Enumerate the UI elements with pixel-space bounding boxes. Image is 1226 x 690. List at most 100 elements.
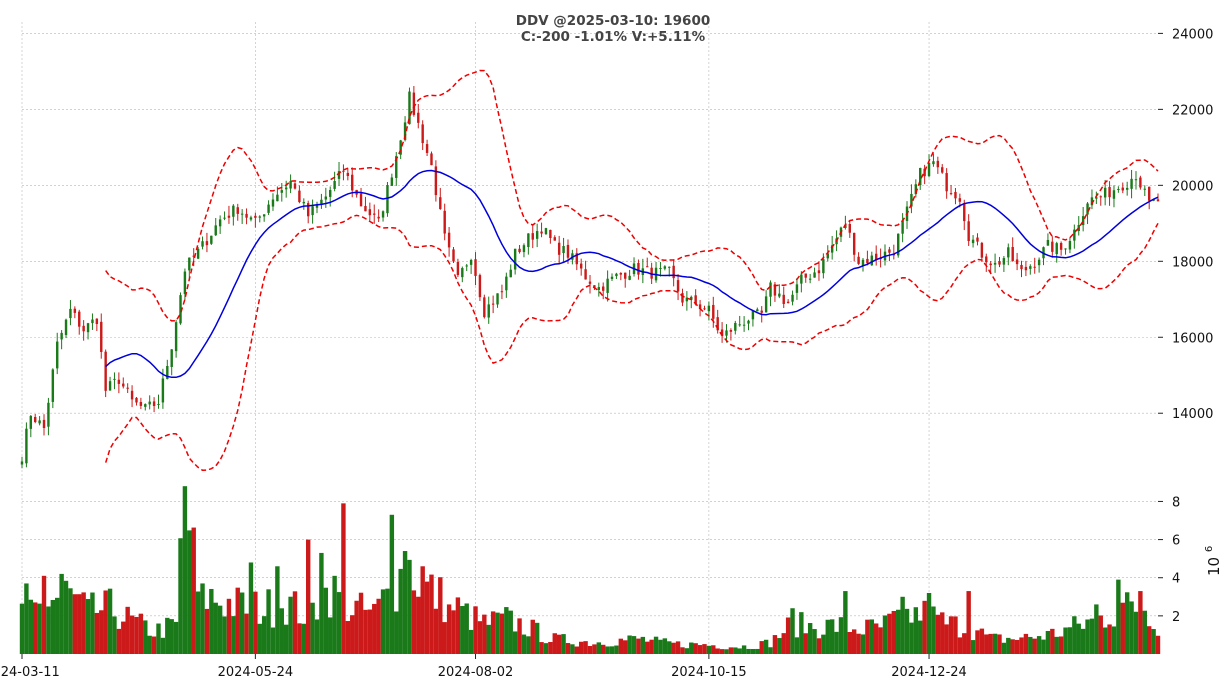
candle-body — [108, 381, 112, 391]
volume-bar — [1045, 630, 1051, 654]
volume-bar — [887, 613, 892, 654]
candle-body — [795, 284, 799, 293]
candle-body — [144, 404, 147, 407]
candle-body — [897, 233, 900, 256]
volume-bar — [715, 648, 720, 654]
volume-bar — [658, 639, 663, 654]
candle-body — [1095, 197, 1098, 199]
volume-bar — [341, 503, 346, 654]
volume-bar — [918, 620, 923, 654]
volume-bar — [213, 602, 218, 654]
volume-bar — [922, 600, 927, 654]
candle-body — [945, 173, 948, 192]
volume-bar — [807, 623, 813, 654]
volume-bar — [746, 648, 751, 654]
volume-bar — [226, 598, 232, 654]
candle-body — [1029, 266, 1032, 269]
volume-bar — [1063, 627, 1068, 654]
candle-body — [452, 249, 455, 262]
candle-body — [1033, 266, 1036, 268]
volume-bar — [429, 574, 434, 654]
volume-bar — [411, 590, 417, 654]
volume-bar — [138, 613, 144, 654]
candle-body — [166, 366, 169, 379]
candle-body — [923, 168, 926, 177]
candle-body — [500, 291, 504, 293]
volume-bar — [667, 641, 672, 654]
volume-bar — [618, 638, 624, 654]
candle-body — [725, 330, 728, 336]
volume-bar — [200, 583, 205, 654]
candle-body — [720, 329, 724, 336]
volume-bar — [288, 596, 293, 654]
volume-bar — [1129, 601, 1134, 654]
candle-body — [73, 308, 77, 313]
volume-bar — [1133, 611, 1139, 654]
candle-body — [527, 233, 530, 248]
candle-body — [593, 285, 596, 288]
candle-body — [619, 272, 623, 275]
volume-tick-label: 4 — [1172, 572, 1180, 587]
candle-body — [469, 260, 473, 265]
volume-bar — [512, 631, 518, 654]
candle-body — [483, 297, 486, 318]
volume-bar — [121, 621, 126, 654]
volume-bar — [239, 592, 245, 654]
candle-body — [800, 274, 803, 284]
candle-body — [562, 245, 565, 254]
volume-bar — [627, 635, 632, 654]
volume-bar — [790, 608, 795, 654]
volume-bar — [1014, 639, 1020, 654]
candle-body — [852, 232, 856, 255]
volume-bar — [332, 575, 337, 654]
candle-body — [1134, 179, 1138, 181]
volume-bar — [275, 566, 280, 654]
volume-bar — [812, 629, 817, 654]
date-tick-label: 2024-10-15 — [671, 665, 747, 680]
volume-bar — [825, 619, 830, 654]
volume-bar — [578, 641, 584, 654]
volume-bar — [896, 609, 901, 654]
volume-bar — [107, 588, 113, 654]
volume-bar — [741, 645, 747, 654]
candle-body — [311, 206, 314, 216]
volume-bar — [438, 577, 443, 654]
candle-body — [227, 215, 231, 218]
candle-body — [509, 269, 512, 278]
candle-body — [505, 276, 508, 291]
volume-bar — [160, 637, 166, 654]
volume-bar — [310, 602, 315, 654]
volume-bar — [953, 616, 958, 654]
volume-bar — [169, 619, 174, 654]
candle-body — [245, 213, 248, 218]
volume-bar — [623, 640, 628, 654]
volume-bar — [609, 646, 615, 654]
volume-bar — [235, 587, 240, 654]
volume-bar — [134, 616, 139, 654]
candle-body — [373, 213, 376, 215]
candle-body — [857, 256, 860, 264]
volume-bar — [614, 645, 619, 654]
volume-bar — [534, 622, 540, 654]
volume-exponent-label: 10 6 — [1204, 546, 1223, 576]
candle-body — [998, 261, 1001, 265]
volume-bar — [1094, 604, 1099, 654]
candle-body — [302, 201, 306, 204]
volume-bar — [653, 636, 659, 654]
candle-body — [861, 259, 865, 266]
candle-body — [214, 225, 217, 236]
volume-bar — [433, 608, 439, 654]
volume-bar — [548, 642, 553, 654]
candle-body — [491, 303, 495, 305]
candle-body — [1073, 229, 1076, 241]
volume-bar — [565, 643, 571, 654]
candle-body — [161, 378, 165, 403]
candle-body — [157, 403, 160, 405]
volume-bar — [90, 592, 95, 654]
volume-bar — [72, 594, 78, 654]
candle-body — [113, 378, 116, 380]
candle-body — [553, 237, 556, 241]
volume-bar — [931, 606, 936, 654]
candle-body — [817, 270, 821, 274]
candle-body — [276, 194, 279, 202]
